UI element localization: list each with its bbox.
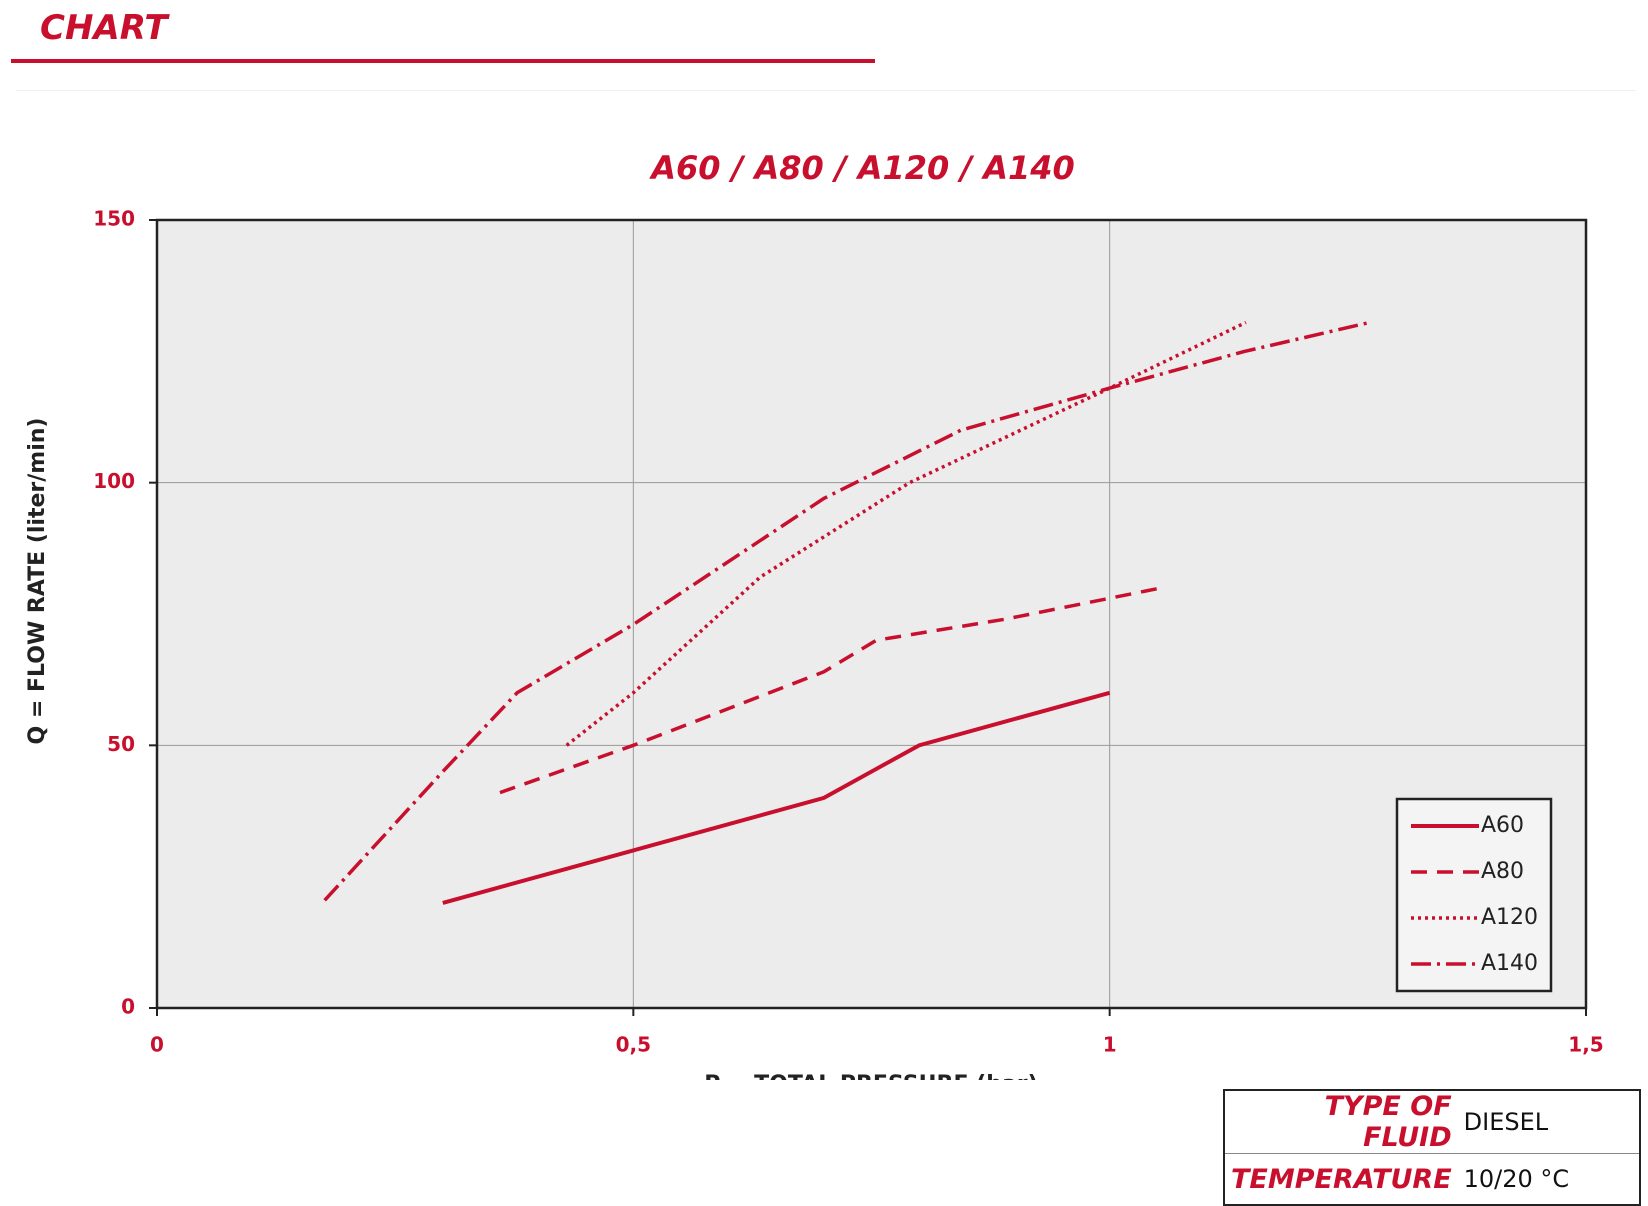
separator xyxy=(16,90,1636,91)
x-tick-label: 0 xyxy=(150,1033,164,1057)
info-key: TYPE OF FLUID xyxy=(1224,1089,1458,1154)
series-line xyxy=(442,690,1111,905)
info-value: DIESEL xyxy=(1457,1089,1640,1154)
series-line xyxy=(323,320,1371,902)
x-axis-label: P = TOTAL PRESSURE (bar) xyxy=(704,1072,1037,1080)
info-row: TYPE OF FLUID DIESEL xyxy=(1224,1089,1640,1154)
chart-title: A60 / A80 / A120 / A140 xyxy=(648,149,1075,187)
header-underline xyxy=(11,59,875,63)
info-value: 10/20 °C xyxy=(1457,1153,1640,1205)
chart: A60 / A80 / A120 / A140 P = TOTAL PRESSU… xyxy=(25,149,1604,1080)
info-key: TEMPERATURE xyxy=(1224,1153,1458,1205)
plot-area xyxy=(157,220,1586,1008)
legend-label: A60 xyxy=(1481,813,1524,838)
x-tick-label: 1 xyxy=(1103,1033,1117,1057)
legend-label: A140 xyxy=(1481,951,1538,976)
x-tick-label: 1,5 xyxy=(1568,1033,1603,1057)
plot-frame xyxy=(155,218,1588,1010)
series-line xyxy=(565,320,1247,747)
info-row: TEMPERATURE 10/20 °C xyxy=(1224,1153,1640,1205)
legend-label: A120 xyxy=(1481,905,1538,930)
legend-label: A80 xyxy=(1481,859,1524,884)
y-tick-label: 100 xyxy=(93,469,135,493)
y-tick-label: 150 xyxy=(93,207,135,231)
info-table: TYPE OF FLUID DIESEL TEMPERATURE 10/20 °C xyxy=(1223,1089,1641,1206)
x-tick-label: 0,5 xyxy=(616,1033,651,1057)
series-line xyxy=(499,586,1163,795)
header-title: CHART xyxy=(40,8,168,48)
y-tick-label: 0 xyxy=(121,995,135,1019)
legend-box xyxy=(1395,797,1553,993)
y-tick-label: 50 xyxy=(107,732,135,756)
y-axis-label: Q = FLOW RATE (liter/min) xyxy=(25,418,50,745)
